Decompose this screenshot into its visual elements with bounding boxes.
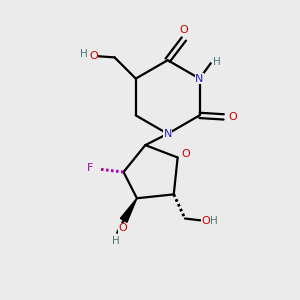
Text: N: N: [164, 129, 172, 140]
Text: H: H: [80, 50, 88, 59]
Text: O: O: [179, 25, 188, 34]
Text: O: O: [229, 112, 238, 122]
Text: O: O: [201, 216, 210, 226]
Text: O: O: [182, 149, 190, 159]
Polygon shape: [120, 198, 137, 222]
Text: H: H: [213, 57, 221, 67]
Text: F: F: [86, 163, 93, 173]
Text: O: O: [119, 223, 128, 233]
Text: O: O: [89, 51, 98, 61]
Text: N: N: [195, 74, 204, 84]
Text: H: H: [112, 236, 120, 246]
Text: H: H: [210, 216, 218, 226]
